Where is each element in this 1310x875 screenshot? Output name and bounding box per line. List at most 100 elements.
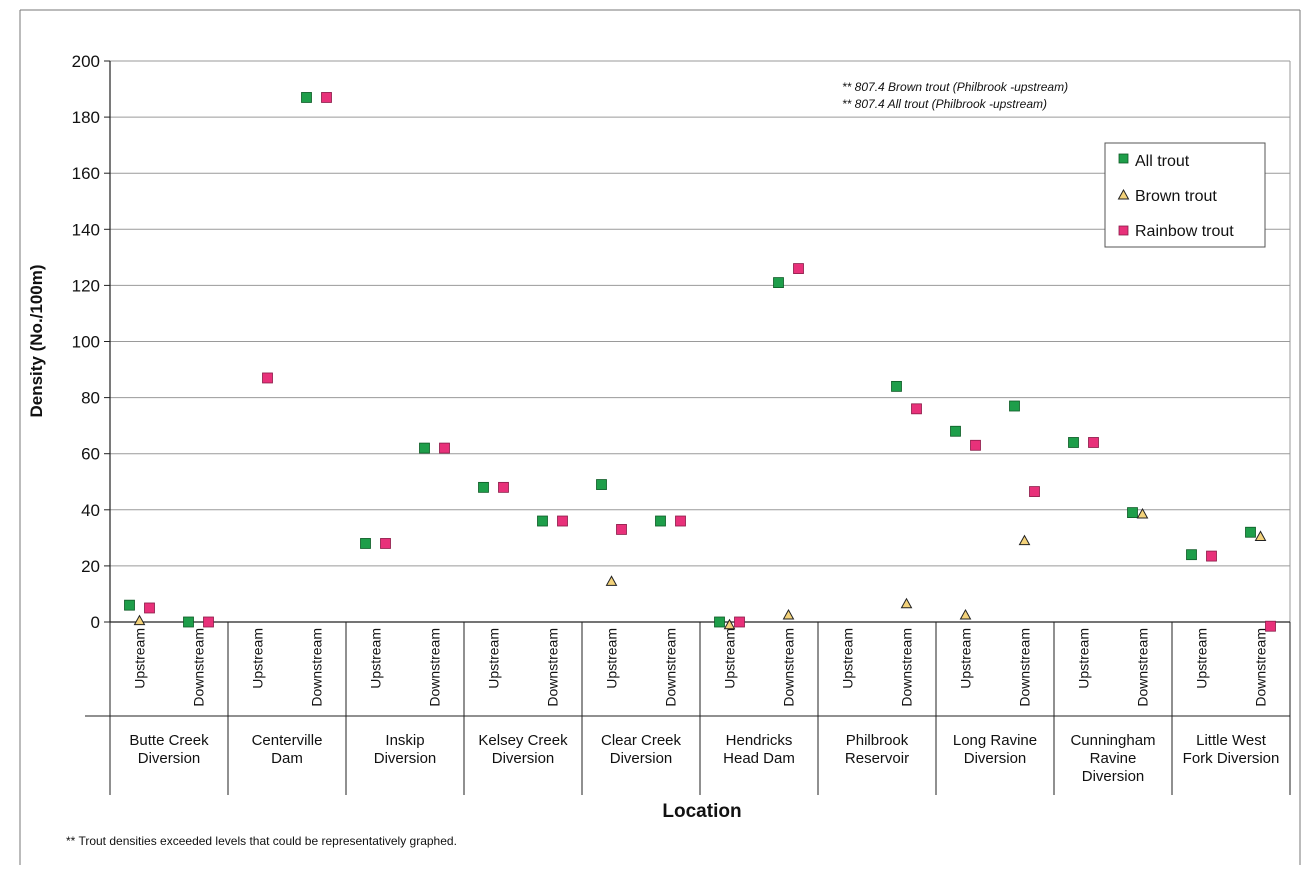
location-label: Diversion <box>138 750 201 767</box>
marker-brown-trout <box>133 614 146 626</box>
annotation-all-trout: ** 807.4 All trout (Philbrook -upstream) <box>842 97 1047 111</box>
location-label: Diversion <box>492 750 555 767</box>
location-label: Cunningham <box>1070 732 1155 749</box>
marker-all-trout <box>419 442 430 454</box>
location-label: Long Ravine <box>953 732 1037 749</box>
location-label: Ravine <box>1090 750 1137 767</box>
x-axis-label: Location <box>662 801 741 822</box>
position-label: Upstream <box>840 628 856 689</box>
legend-rainbow-trout-label: Rainbow trout <box>1135 223 1234 240</box>
marker-rainbow-trout <box>675 515 686 527</box>
marker-all-trout <box>537 515 548 527</box>
position-label: Downstream <box>1135 628 1151 707</box>
marker-rainbow-trout <box>1265 620 1276 632</box>
position-label: Upstream <box>604 628 620 689</box>
position-label: Upstream <box>958 628 974 689</box>
legend-brown-trout-marker <box>1117 188 1130 200</box>
location-label: Centerville <box>252 732 323 749</box>
marker-rainbow-trout <box>734 616 745 628</box>
position-label: Upstream <box>132 628 148 689</box>
position-label: Downstream <box>191 628 207 707</box>
marker-rainbow-trout <box>439 442 450 454</box>
location-label: Little West <box>1196 732 1267 749</box>
marker-all-trout <box>655 515 666 527</box>
marker-brown-trout <box>605 575 618 586</box>
marker-rainbow-trout <box>911 403 922 415</box>
y-tick-label: 200 <box>72 52 100 71</box>
position-label: Upstream <box>1194 628 1210 689</box>
y-tick-label: 180 <box>72 108 100 127</box>
marker-brown-trout <box>782 608 795 620</box>
marker-all-trout <box>1245 526 1256 538</box>
y-tick-label: 0 <box>91 613 100 632</box>
marker-all-trout <box>714 616 725 628</box>
y-tick-label: 60 <box>81 445 100 464</box>
position-label: Downstream <box>1017 628 1033 707</box>
location-label: Diversion <box>1082 768 1145 785</box>
position-label: Upstream <box>1076 628 1092 689</box>
position-label: Downstream <box>545 628 561 707</box>
marker-all-trout <box>1127 507 1138 519</box>
marker-all-trout <box>301 92 312 103</box>
annotation-brown-trout: ** 807.4 Brown trout (Philbrook -upstrea… <box>842 80 1068 94</box>
marker-brown-trout <box>1136 507 1149 519</box>
y-tick-label: 100 <box>72 333 100 352</box>
position-label: Downstream <box>663 628 679 707</box>
legend-rainbow-trout-marker <box>1118 225 1129 236</box>
legend: All trout Brown trout Rainbow trout <box>1104 142 1266 248</box>
marker-rainbow-trout <box>380 538 391 549</box>
legend-brown-trout-label: Brown trout <box>1135 188 1217 205</box>
y-tick-label: 40 <box>81 501 100 520</box>
position-label: Upstream <box>486 628 502 689</box>
marker-rainbow-trout <box>203 616 214 628</box>
gridlines <box>110 60 1290 567</box>
marker-all-trout <box>950 425 961 437</box>
location-label: Diversion <box>610 750 673 767</box>
position-label: Downstream <box>309 628 325 707</box>
marker-brown-trout <box>900 597 913 609</box>
y-tick-label: 20 <box>81 557 100 576</box>
marker-rainbow-trout <box>144 602 155 614</box>
position-label: Upstream <box>722 628 738 689</box>
marker-all-trout <box>773 277 784 288</box>
y-tick-label: 80 <box>81 389 100 408</box>
marker-all-trout <box>478 481 489 493</box>
marker-all-trout <box>124 599 135 611</box>
marker-all-trout <box>1009 400 1020 412</box>
marker-brown-trout <box>959 608 972 620</box>
y-tick-label: 140 <box>72 220 100 239</box>
marker-brown-trout <box>723 618 736 630</box>
legend-all-trout-marker <box>1118 153 1129 164</box>
y-tick-labels: 0 20 40 60 80 100 120 140 160 180 200 <box>72 52 100 632</box>
location-label: Head Dam <box>723 750 795 767</box>
location-label: Dam <box>271 750 303 767</box>
data-markers <box>124 92 1276 632</box>
marker-rainbow-trout <box>262 372 273 384</box>
marker-all-trout <box>1068 437 1079 448</box>
position-label: Upstream <box>250 628 266 689</box>
legend-box <box>1104 142 1266 248</box>
marker-rainbow-trout <box>321 92 332 103</box>
marker-brown-trout <box>1254 530 1267 541</box>
marker-brown-trout <box>1018 534 1031 546</box>
marker-rainbow-trout <box>616 524 627 535</box>
marker-rainbow-trout <box>970 439 981 451</box>
y-tick-label: 120 <box>72 276 100 295</box>
marker-rainbow-trout <box>1029 486 1040 497</box>
marker-all-trout <box>1186 549 1197 561</box>
location-label: Philbrook <box>846 732 909 749</box>
axes <box>85 60 1291 795</box>
location-label: Diversion <box>964 750 1027 767</box>
location-label: Inskip <box>385 732 424 749</box>
location-label: Fork Diversion <box>1183 750 1280 767</box>
marker-all-trout <box>360 538 371 549</box>
marker-all-trout <box>891 380 902 392</box>
marker-rainbow-trout <box>498 481 509 493</box>
location-label: Reservoir <box>845 750 909 767</box>
marker-all-trout <box>596 479 607 490</box>
location-label: Hendricks <box>726 732 793 749</box>
position-label: Downstream <box>1253 628 1269 707</box>
location-label: Diversion <box>374 750 437 767</box>
marker-rainbow-trout <box>1206 550 1217 562</box>
